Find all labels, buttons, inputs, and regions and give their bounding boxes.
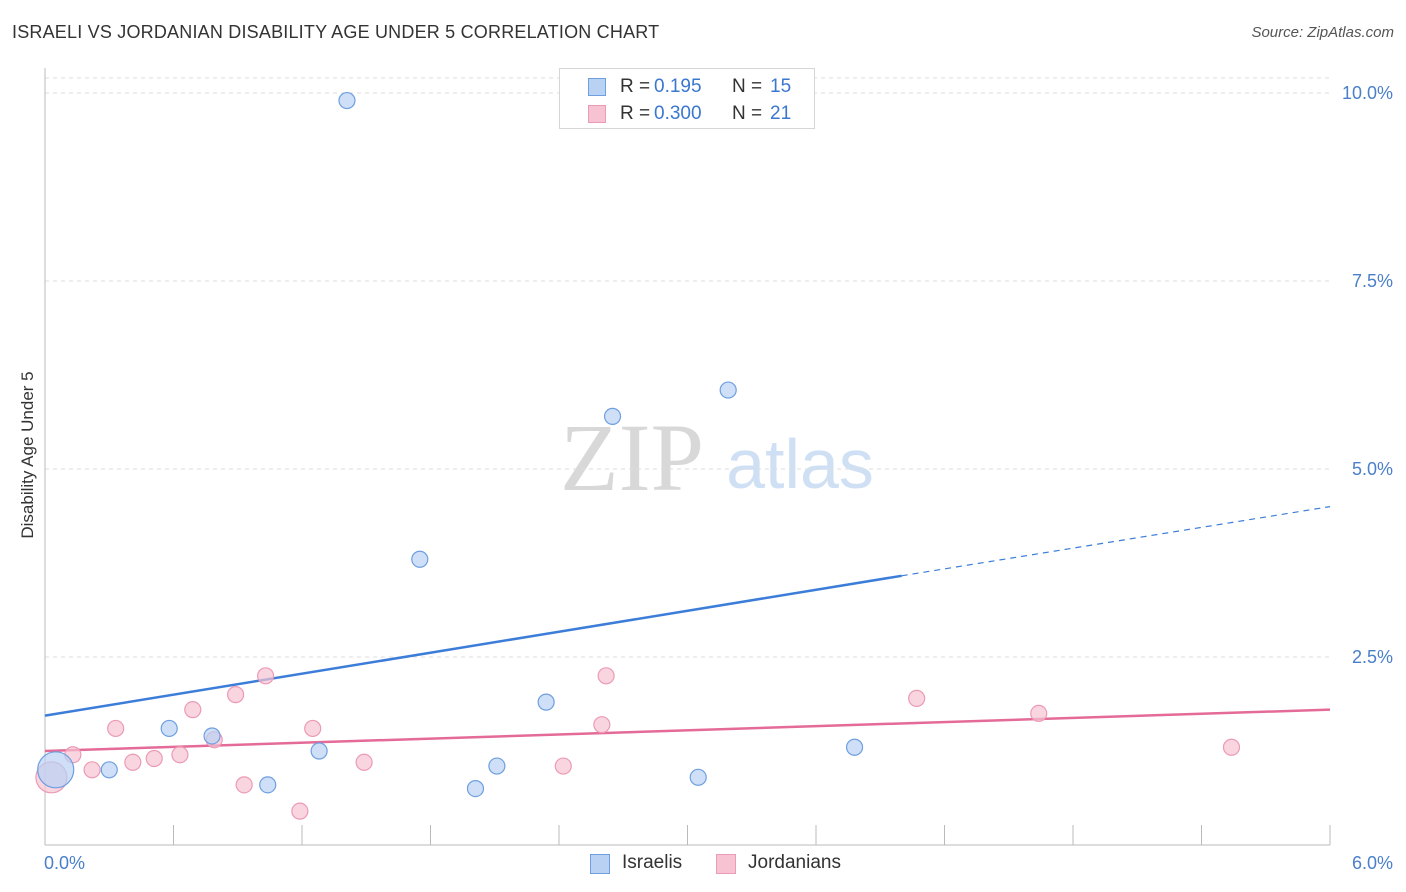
correlation-legend: R = 0.195 N = 15 R = 0.300 N = 21 (559, 68, 815, 129)
israelis-swatch (588, 78, 606, 96)
grid-lines (45, 77, 1330, 658)
israelis-point (411, 550, 429, 568)
r-value: 0.300 (654, 103, 702, 124)
jordanians-point (83, 761, 101, 779)
israelis-point (160, 719, 178, 738)
jordanians-point (256, 667, 275, 685)
tick-labels: 2.5% 5.0% 7.5% 10.0% 0.0% 6.0% (44, 83, 1393, 873)
jordanians-point (355, 753, 373, 771)
n-label: N = (732, 76, 763, 97)
x-tick-label: 0.0% (44, 853, 85, 873)
jordanians-point (291, 802, 309, 820)
data-points (35, 91, 1241, 820)
r-label: R = (620, 76, 651, 97)
israelis-legend-swatch (590, 854, 610, 874)
israelis-point (203, 727, 221, 745)
israelis-point (310, 742, 328, 760)
r-label: R = (620, 103, 651, 124)
israelis-point (845, 738, 864, 756)
israelis-point (488, 757, 506, 775)
israelis-trend-line (44, 574, 902, 717)
y-tick-label: 10.0% (1342, 83, 1393, 103)
jordanians-point (124, 753, 142, 771)
n-value: 15 (770, 76, 792, 97)
x-tick-label: 6.0% (1352, 853, 1393, 873)
watermark-atlas: atlas (726, 425, 874, 503)
israelis-point (689, 768, 707, 786)
jordanians-point (235, 776, 253, 794)
israelis-point (259, 776, 277, 794)
jordanians-trend-line (44, 708, 1331, 753)
jordanians-legend-label: Jordanians (748, 852, 841, 873)
jordanians-point (1030, 704, 1048, 723)
jordanians-point (593, 716, 611, 734)
n-value: 21 (770, 103, 792, 124)
jordanians-point (908, 689, 926, 707)
jordanians-point (554, 757, 572, 775)
legend-row-israelis: R = 0.195 N = 15 (560, 74, 814, 100)
y-tick-label: 7.5% (1352, 271, 1393, 291)
jordanians-point (171, 746, 189, 764)
israelis-point (603, 407, 622, 425)
jordanians-point (145, 749, 163, 768)
israelis-point (719, 381, 737, 399)
watermark-zip: ZIP (560, 404, 704, 511)
n-label: N = (732, 103, 763, 124)
chart-title: ISRAELI VS JORDANIAN DISABILITY AGE UNDE… (12, 22, 660, 42)
jordanians-legend-swatch (716, 854, 736, 874)
israelis-trend-extension (901, 506, 1331, 577)
jordanians-point (107, 719, 125, 738)
legend-row-jordanians: R = 0.300 N = 21 (560, 101, 814, 127)
trend-lines (44, 506, 1331, 753)
jordanians-point (184, 701, 202, 719)
r-value: 0.195 (654, 76, 702, 97)
israelis-point (466, 780, 485, 798)
watermark: ZIP atlas (560, 404, 874, 511)
israelis-point (100, 761, 118, 779)
jordanians-point (227, 686, 245, 704)
jordanians-point (597, 667, 615, 685)
israelis-point (537, 693, 555, 711)
y-tick-label: 5.0% (1352, 459, 1393, 479)
israelis-legend-label: Israelis (622, 852, 683, 873)
chart-source: Source: ZipAtlas.com (1251, 24, 1394, 41)
y-tick-label: 2.5% (1352, 647, 1393, 667)
jordanians-point (304, 719, 322, 738)
jordanians-swatch (588, 105, 606, 123)
israelis-point (338, 91, 356, 110)
jordanians-point (1222, 738, 1241, 756)
israelis-point (37, 751, 75, 789)
